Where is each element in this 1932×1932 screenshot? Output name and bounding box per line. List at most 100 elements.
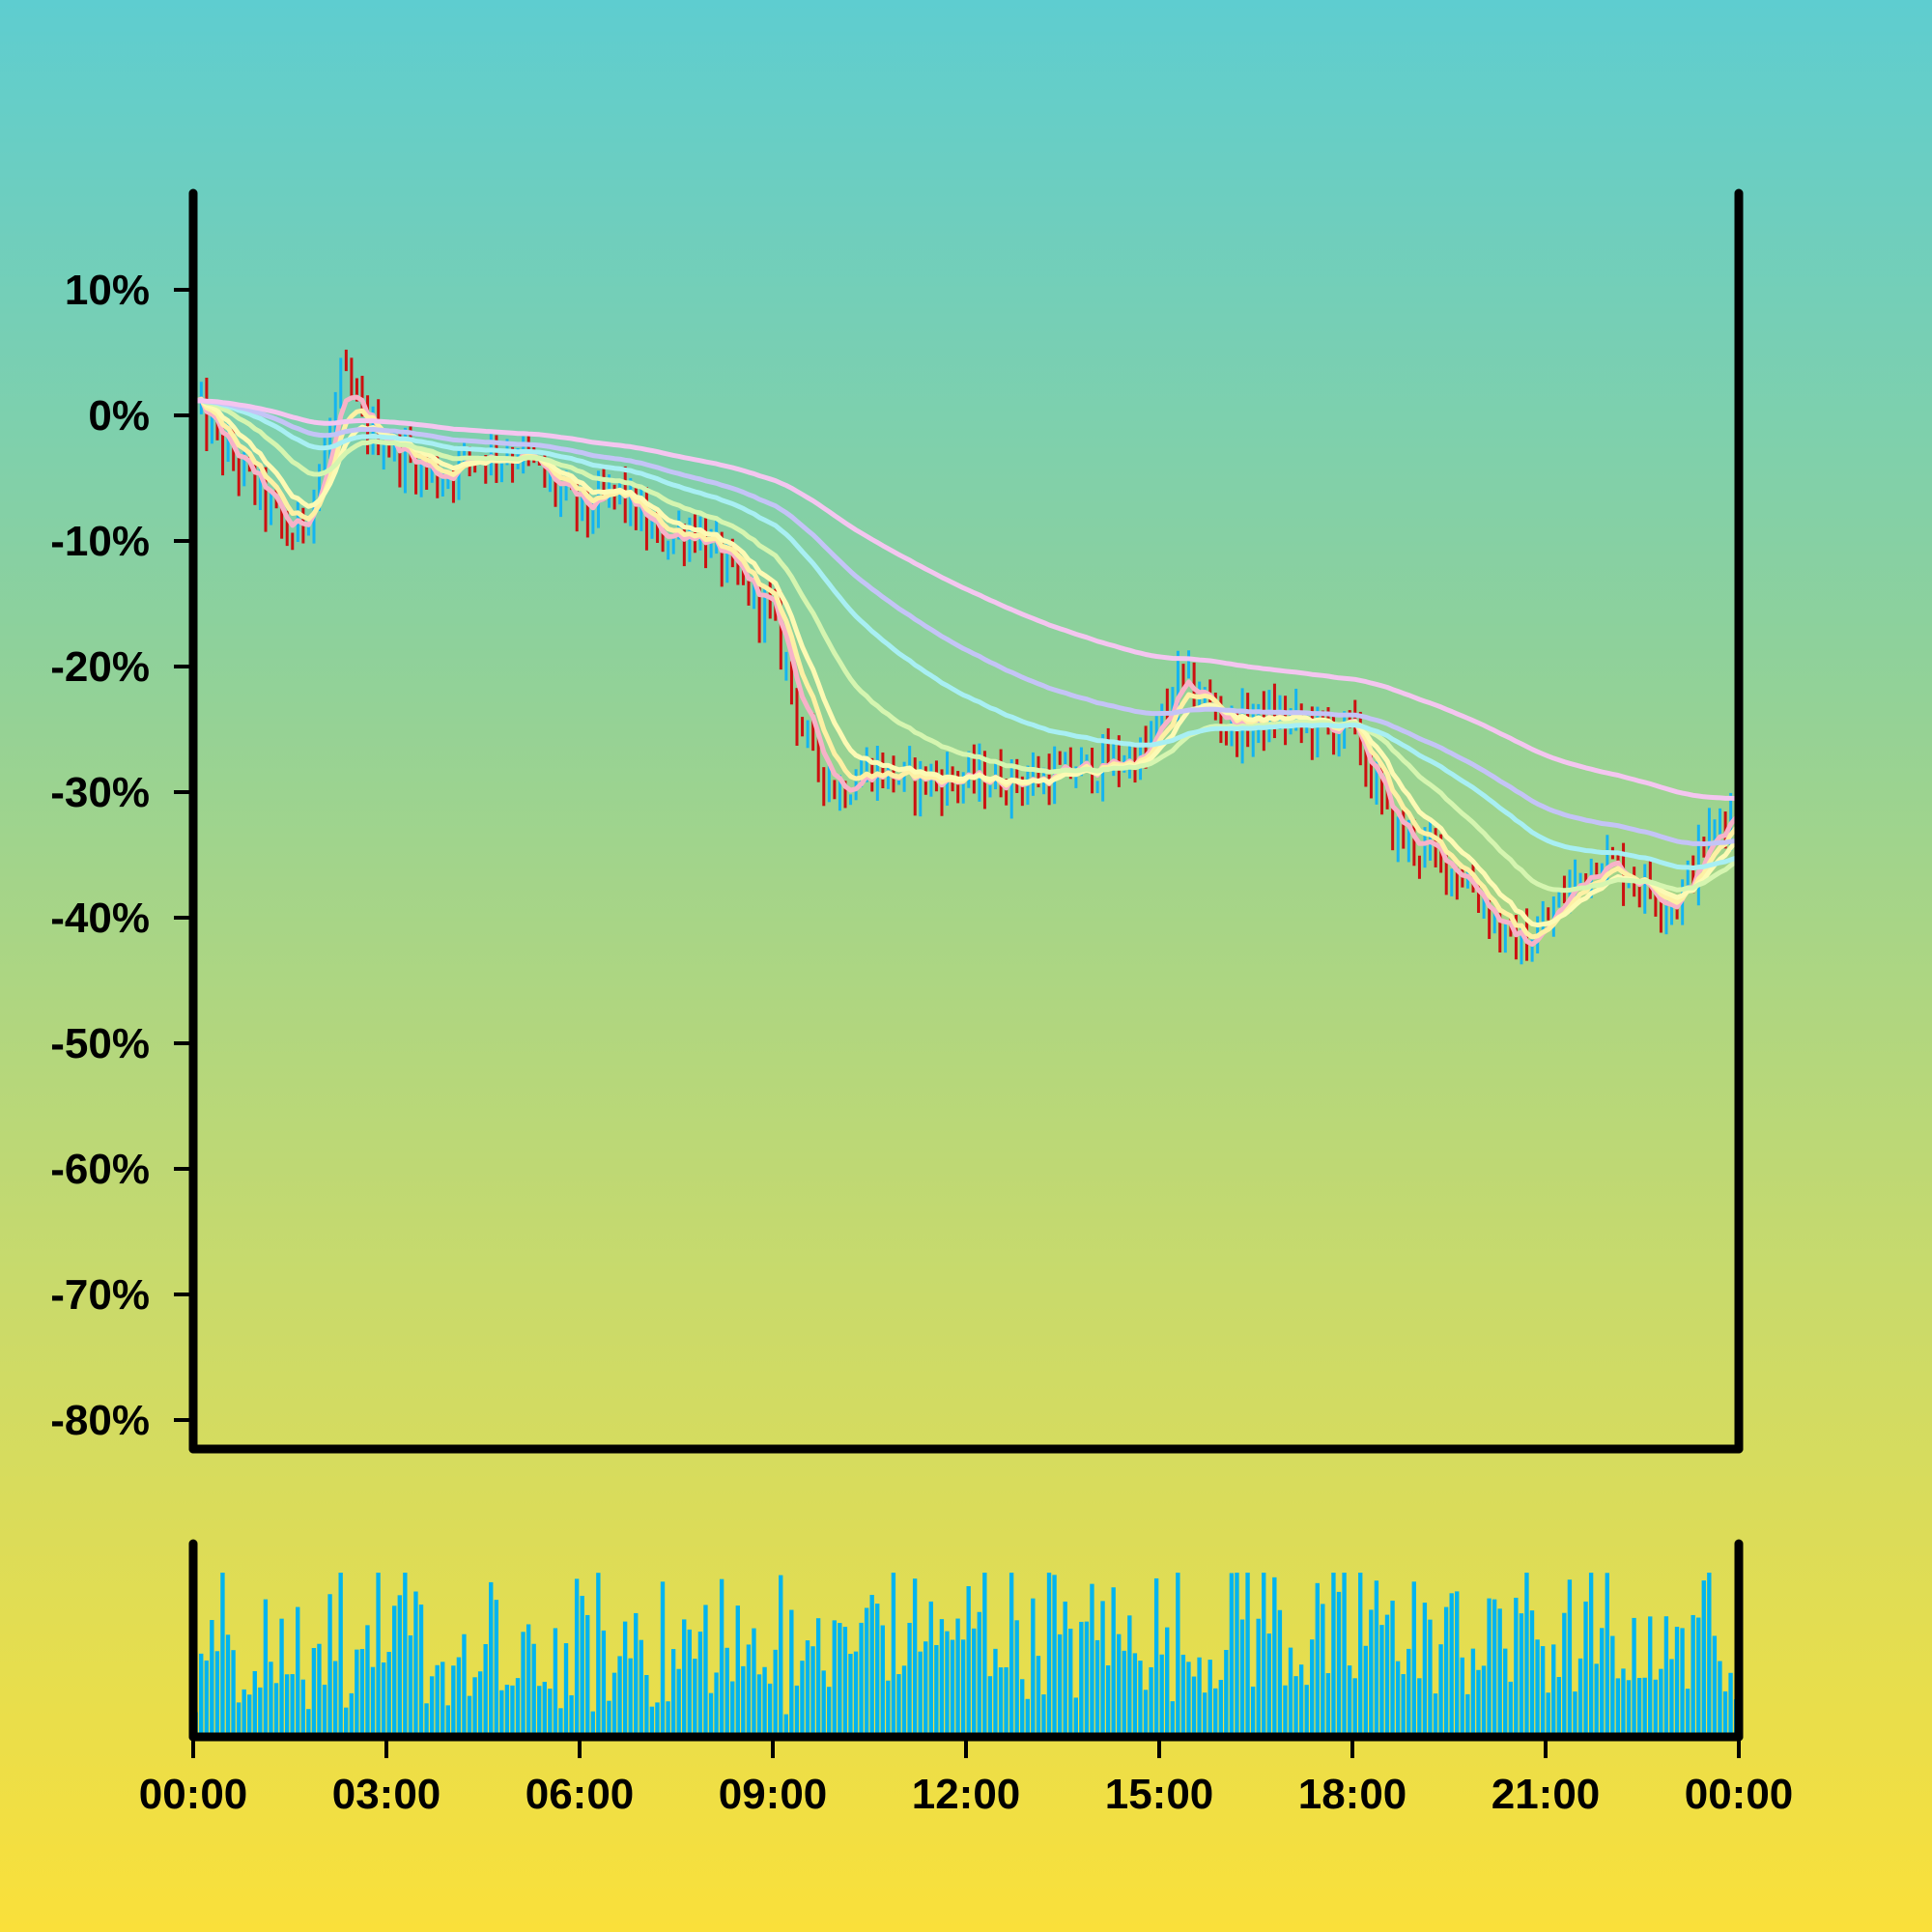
- volume-bar: [1084, 1621, 1090, 1737]
- volume-bar: [1057, 1634, 1063, 1737]
- volume-bar: [1577, 1658, 1583, 1737]
- volume-bar: [327, 1594, 332, 1737]
- volume-bar: [477, 1671, 483, 1737]
- volume-bar: [462, 1634, 467, 1737]
- volume-bar: [1122, 1650, 1126, 1737]
- volume-bar: [639, 1639, 643, 1737]
- volume-bar: [767, 1683, 773, 1737]
- volume-bar: [472, 1677, 477, 1737]
- volume-bar: [1588, 1573, 1594, 1737]
- time-tick-label: 06:00: [526, 1771, 635, 1818]
- volume-bar: [515, 1678, 521, 1737]
- volume-bar: [1186, 1662, 1191, 1737]
- volume-bar: [306, 1709, 311, 1737]
- volume-bar: [1208, 1660, 1212, 1737]
- volume-bar: [1127, 1615, 1132, 1737]
- volume-bar: [966, 1586, 971, 1737]
- volume-bar: [1153, 1577, 1159, 1737]
- volume-bar: [1728, 1672, 1733, 1737]
- volume-bar: [1266, 1634, 1271, 1737]
- volume-bar: [1321, 1604, 1325, 1737]
- moving-average-line: [195, 398, 1738, 870]
- volume-bar: [1492, 1599, 1497, 1737]
- volume-bar: [247, 1694, 252, 1737]
- time-tick-label: 00:00: [1685, 1771, 1794, 1818]
- volume-bar: [670, 1649, 676, 1737]
- volume-bar: [521, 1632, 526, 1737]
- volume-bar: [1503, 1648, 1508, 1737]
- volume-bar: [1433, 1693, 1438, 1737]
- volume-bar: [252, 1670, 257, 1737]
- volume-bar: [1600, 1628, 1605, 1737]
- volume-bar: [934, 1644, 939, 1737]
- volume-bar: [891, 1573, 896, 1737]
- volume-bar: [987, 1676, 993, 1737]
- volume-bar: [1718, 1661, 1722, 1737]
- time-tick-label: 18:00: [1298, 1771, 1407, 1818]
- volume-bar: [553, 1628, 558, 1737]
- price-tick-label: 0%: [88, 392, 150, 440]
- volume-bar: [1562, 1612, 1567, 1737]
- volume-bar: [1336, 1591, 1342, 1737]
- volume-bar: [912, 1578, 918, 1737]
- price-tick-label: -30%: [50, 769, 150, 816]
- price-tick-label: -80%: [50, 1397, 150, 1444]
- volume-bar: [960, 1639, 966, 1737]
- volume-bar: [569, 1694, 574, 1737]
- volume-bar: [590, 1711, 595, 1737]
- volume-bar: [1132, 1653, 1138, 1737]
- volume-bar: [408, 1634, 413, 1737]
- volume-bar: [440, 1662, 445, 1737]
- volume-bar: [1218, 1679, 1223, 1737]
- volume-bar: [1680, 1628, 1685, 1737]
- volume-bar: [451, 1665, 456, 1737]
- volume-bar: [596, 1573, 601, 1737]
- volume-bar: [1176, 1573, 1180, 1737]
- volume-bar: [204, 1660, 209, 1737]
- volume-bar: [1621, 1668, 1626, 1737]
- volume-bar: [1669, 1659, 1674, 1737]
- volume-bar: [574, 1578, 580, 1737]
- volume-bar: [714, 1672, 719, 1737]
- volume-bar: [273, 1683, 279, 1737]
- volume-bar: [1583, 1601, 1588, 1737]
- volume-bar: [1438, 1644, 1443, 1737]
- volume-bar: [1707, 1573, 1712, 1737]
- price-tick-label: -10%: [50, 518, 150, 565]
- volume-bar: [1369, 1609, 1374, 1737]
- volume-bar: [494, 1600, 498, 1737]
- volume-bar: [622, 1621, 628, 1737]
- volume-bar: [236, 1702, 242, 1737]
- volume-bar: [231, 1650, 236, 1737]
- volume-bar: [1636, 1677, 1642, 1737]
- volume-bar: [660, 1581, 666, 1737]
- volume-bar: [789, 1609, 794, 1737]
- volume-bar: [580, 1595, 584, 1737]
- volume-bar: [923, 1641, 928, 1737]
- volume-bar: [489, 1581, 494, 1737]
- volume-bar: [510, 1685, 515, 1737]
- volume-bar: [456, 1657, 462, 1737]
- volume-bar: [483, 1644, 488, 1737]
- volume-bar: [1659, 1668, 1663, 1737]
- volume-bar: [317, 1643, 322, 1737]
- moving-average-line: [195, 398, 1737, 847]
- volume-bar: [311, 1647, 317, 1737]
- volume-bar: [1041, 1694, 1046, 1737]
- volume-bar: [1239, 1619, 1245, 1737]
- volume-bar: [1138, 1661, 1143, 1737]
- price-tick-label: -50%: [50, 1020, 150, 1067]
- volume-bar: [1540, 1646, 1546, 1737]
- volume-bar: [1094, 1639, 1100, 1737]
- volume-bar: [1304, 1685, 1309, 1737]
- volume-bar: [1648, 1616, 1653, 1737]
- volume-bar: [1277, 1609, 1283, 1737]
- volume-bar: [601, 1630, 607, 1737]
- volume-bar: [735, 1605, 740, 1737]
- volume-bar: [263, 1599, 269, 1737]
- volume-bar: [1567, 1579, 1573, 1737]
- volume-bar: [1443, 1606, 1449, 1737]
- volume-bar: [344, 1707, 349, 1737]
- volume-bar: [676, 1668, 681, 1737]
